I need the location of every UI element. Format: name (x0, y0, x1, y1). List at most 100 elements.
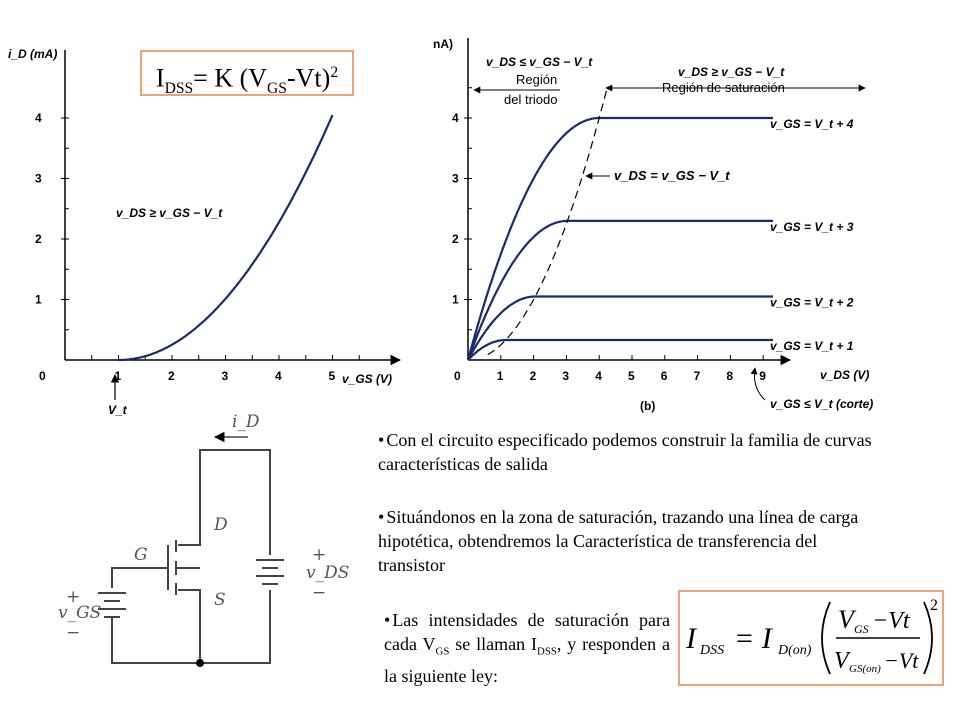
sat-label: Región de saturación (662, 80, 785, 95)
right-xtick-label: 2 (530, 369, 537, 383)
left-ytick-label: 1 (35, 293, 42, 307)
right-ytick-label: 2 (452, 232, 459, 246)
right-xtick-label: 4 (595, 369, 602, 383)
triode-label-1: Región (516, 72, 557, 87)
circuit-wire-drain (178, 533, 201, 546)
right-chart: nA) 1 2 3 4 0 1 2 3 4 5 6 7 8 9 v_DS (V) (b) v_DS ≤ … (433, 37, 873, 413)
curve-label: v_GS = V_t + 2 (770, 295, 854, 309)
circuit-wire-left (111, 567, 168, 588)
fb-den-sub: GS(on) (849, 663, 881, 675)
right-xtick-label: 1 (497, 369, 504, 383)
fb-den: V (834, 648, 851, 674)
formula-top-lhs: I (155, 63, 165, 93)
right-y-label: nA) (433, 37, 453, 51)
vt-marker: V_t (108, 403, 128, 417)
vds-label: v_DS (306, 563, 349, 583)
right-xtick-label: 7 (694, 369, 701, 383)
fb-lhs: I (685, 622, 698, 655)
fb-num: V (838, 605, 857, 634)
left-xtick-label: 5 (329, 369, 336, 383)
left-transfer-curve (118, 114, 334, 362)
left-xtick-label: 4 (275, 369, 282, 383)
right-ytick-label: 4 (452, 111, 459, 125)
formula-idss-k: IDSS= K (VGS-Vt)2 (140, 50, 354, 97)
left-xtick-label: 0 (39, 369, 46, 383)
vgs-minus: − (66, 623, 80, 643)
left-ytick-label: 4 (35, 111, 42, 125)
fb-num-sub: GS (854, 622, 869, 636)
circuit-wire-top (199, 449, 271, 555)
right-xtick-label: 6 (661, 369, 668, 383)
curve-label: v_GS = V_t + 1 (770, 339, 854, 353)
right-x-label: v_DS (V) (820, 368, 869, 382)
gate-label: G (134, 545, 148, 565)
sat-condition: v_DS ≥ v_GS − V_t (678, 65, 785, 79)
fb-exp: 2 (930, 597, 938, 614)
boundary-label: v_DS = v_GS − V_t (614, 168, 730, 183)
figure-label: (b) (640, 399, 655, 413)
fb-lhs-sub: DSS (699, 643, 724, 658)
fb-paren-right (923, 601, 933, 675)
formula-top-rhs: = K (V (193, 63, 268, 93)
left-xtick-label: 2 (168, 369, 175, 383)
bullet-1: • Con el circuito especificado podemos co… (378, 430, 872, 474)
right-xtick-label: 9 (759, 369, 766, 383)
bullet-3: • Las intensidades de saturación para cad… (384, 610, 670, 686)
output-curve (466, 116, 773, 361)
id-label: i_D (232, 412, 260, 432)
formula-idss-idon: I DSS = I D(on) V GS −Vt V GS(on) −Vt 2 (678, 590, 944, 686)
bullet-3-sub1: GS (435, 645, 450, 658)
right-xtick-label: 3 (562, 369, 569, 383)
cutoff-label: v_GS ≤ V_t (corte) (770, 397, 873, 411)
right-ytick-label: 1 (452, 293, 459, 307)
bullet-1-text: Con el circuito especificado podemos con… (378, 430, 872, 474)
curve-label: v_GS = V_t + 3 (770, 220, 854, 234)
right-xtick-label: 5 (628, 369, 635, 383)
source-label: S (214, 590, 226, 610)
curve-label: v_GS = V_t + 4 (770, 117, 854, 131)
right-xtick-label: 0 (454, 369, 461, 383)
bullet-3-post: , y responden a la siguiente ley: (384, 634, 670, 686)
output-curve (466, 219, 773, 361)
left-ytick-label: 3 (35, 172, 42, 186)
formula-top-rhs-sub: GS (267, 79, 287, 97)
vds-minus: − (312, 583, 326, 603)
ground-node (196, 659, 204, 667)
fb-eq-sub: D(on) (777, 643, 812, 658)
fb-paren-left (821, 601, 831, 675)
bullet-2-text: Situándonos en la zona de saturación, tr… (378, 507, 859, 575)
right-xtick-label: 8 (726, 369, 733, 383)
vds-plus: + (312, 545, 326, 565)
bullet-3-pre: Las intensidades de saturación para cada… (384, 610, 670, 654)
formula-bottom-svg: I DSS = I D(on) V GS −Vt V GS(on) −Vt 2 (685, 597, 938, 675)
formula-top-lhs-sub: DSS (164, 79, 194, 97)
mosfet-circuit: i_D G D S + v_DS − + v_GS − (58, 412, 349, 667)
left-condition: v_DS ≥ v_GS − V_t (116, 206, 223, 220)
saturation-boundary (487, 86, 608, 356)
formula-top-exp: 2 (330, 64, 339, 81)
drain-label: D (213, 515, 228, 535)
vgs-plus: + (66, 587, 80, 607)
bullet-3-mid: se llaman I (449, 634, 538, 654)
left-ytick-label: 2 (35, 232, 42, 246)
right-ytick-label: 3 (452, 172, 459, 186)
bullet-2: • Situándonos en la zona de saturación, t… (378, 507, 859, 575)
fb-num-tail: −Vt (872, 608, 911, 634)
circuit-wire-right (111, 590, 271, 664)
fb-eq: = I (734, 622, 774, 655)
triode-condition: v_DS ≤ v_GS − V_t (486, 55, 593, 69)
left-xtick-label: 3 (222, 369, 229, 383)
vgs-label: v_GS (58, 603, 101, 623)
circuit-wire-source (178, 589, 201, 663)
bullet-3-sub2: DSS (537, 645, 557, 658)
left-x-label: v_GS (V) (342, 372, 392, 386)
output-curve (467, 338, 773, 361)
output-curve (467, 295, 773, 361)
formula-top-tail: -Vt) (286, 63, 331, 93)
cutoff-arrow (750, 367, 766, 401)
triode-label-2: del triodo (504, 92, 557, 107)
fb-den-tail: −Vt (884, 648, 919, 673)
left-y-label: i_D (mA) (8, 47, 57, 61)
